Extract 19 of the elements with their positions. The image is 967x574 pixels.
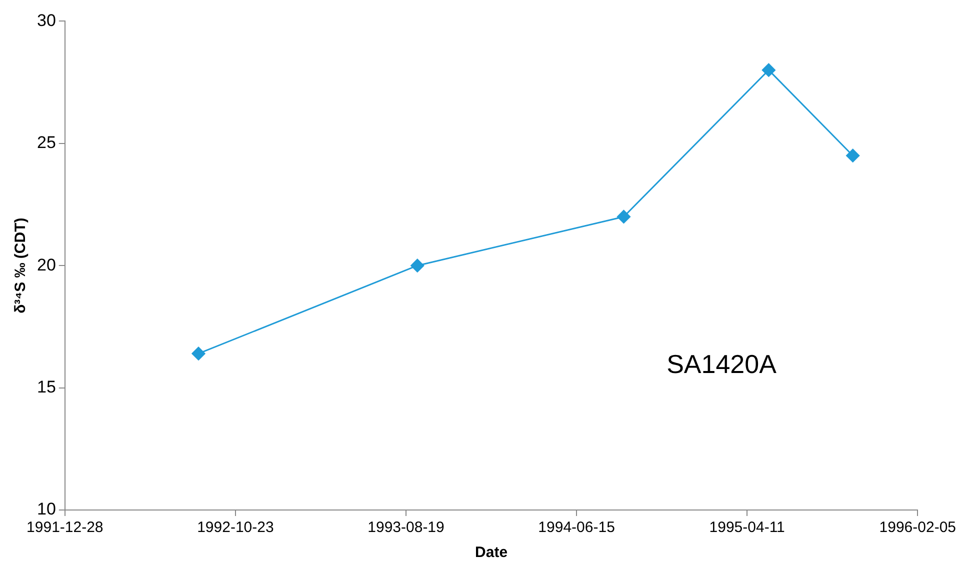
- annotation: SA1420A: [666, 349, 778, 380]
- x-axis-title: Date: [475, 544, 508, 562]
- point: [410, 258, 424, 272]
- x-tick-label: 1991-12-28: [26, 519, 104, 536]
- x-tick-label: 1992-10-23: [197, 519, 274, 536]
- point: [616, 210, 630, 224]
- y-tick-label: 15: [36, 377, 56, 396]
- point: [762, 63, 776, 77]
- point: [846, 148, 860, 162]
- y-tick-label: 25: [36, 133, 56, 152]
- y-tick-label: 20: [36, 255, 56, 274]
- y-tick-label: 30: [36, 10, 56, 30]
- point: [192, 346, 206, 360]
- x-tick-label: 1994-06-15: [538, 519, 615, 536]
- x-tick-label: 1993-08-19: [368, 519, 444, 536]
- y-axis-title: δ³⁴S ‰ (CDT): [12, 218, 30, 314]
- x-tick-label: 1995-04-11: [709, 519, 785, 536]
- y-tick-label: 10: [36, 500, 56, 519]
- x-tick-label: 1996-02-05: [879, 519, 956, 536]
